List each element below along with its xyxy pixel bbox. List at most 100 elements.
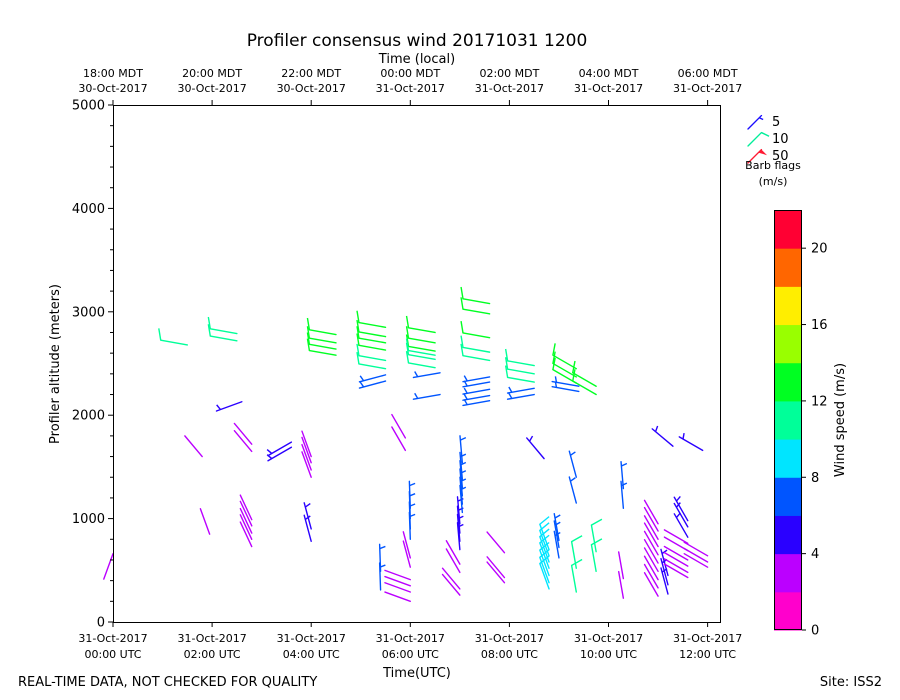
barb-half — [266, 448, 273, 454]
barb-shaft — [683, 547, 709, 563]
barb-shaft — [643, 522, 659, 548]
barb-half — [621, 462, 628, 467]
barb-shaft — [747, 148, 763, 164]
wind-barb — [306, 332, 337, 350]
x-tick-label-date: 31-Oct-2017 — [78, 632, 147, 645]
top-tick-label-time: 22:00 MDT — [281, 67, 341, 80]
top-tick-label-time: 04:00 MDT — [579, 67, 639, 80]
barb-shaft — [539, 549, 550, 577]
barb-half — [661, 549, 668, 555]
barb-shaft — [553, 513, 560, 542]
wind-barb — [506, 392, 535, 400]
barb-legend-label: 5 — [772, 115, 780, 130]
y-tick-label: 3000 — [72, 305, 105, 320]
wind-barb — [663, 563, 689, 579]
barb-shaft — [402, 540, 412, 568]
barb-shaft — [267, 441, 293, 457]
barb-shaft — [539, 556, 550, 584]
barb-shaft — [673, 496, 689, 522]
wind-barb — [506, 386, 535, 394]
top-tick-label-time: 20:00 MDT — [182, 67, 242, 80]
wind-barb — [462, 399, 491, 407]
wind-barb — [412, 392, 441, 400]
barb-shaft — [643, 555, 659, 581]
barb-full — [539, 516, 550, 525]
wind-barb — [301, 436, 312, 464]
barb-shaft — [683, 541, 709, 557]
barb-shaft — [651, 428, 674, 447]
barb-shaft — [570, 564, 578, 593]
x-tick-label-date: 31-Oct-2017 — [475, 632, 544, 645]
colorbar-tick-label: 16 — [811, 318, 828, 333]
wind-barb — [233, 430, 253, 453]
barb-full — [306, 317, 311, 330]
barb-half — [379, 545, 386, 550]
wind-barb — [233, 422, 253, 445]
barb-shaft — [572, 372, 597, 387]
barb-shaft — [209, 335, 238, 342]
wind-barb — [486, 556, 506, 579]
wind-barb — [643, 555, 659, 581]
x-tick-label-time: 04:00 UTC — [283, 648, 340, 661]
wind-barb — [660, 548, 669, 577]
wind-barb — [405, 338, 436, 356]
barb-shaft — [160, 339, 189, 346]
barb-shaft — [358, 337, 387, 344]
barb-half — [460, 437, 467, 441]
barb-shaft — [358, 355, 387, 362]
top-tick-label-time: 02:00 MDT — [479, 67, 539, 80]
barb-shaft — [384, 569, 412, 581]
barb-shaft — [199, 508, 211, 535]
wind-barb — [384, 591, 412, 603]
barb-full — [591, 538, 603, 546]
wind-barb — [643, 530, 659, 556]
wind-barb — [460, 343, 491, 362]
barb-shaft — [301, 451, 312, 478]
barb-shaft — [486, 556, 506, 579]
wind-barb — [663, 529, 689, 545]
barb-half — [414, 371, 419, 378]
barb-shaft — [301, 430, 312, 458]
barb-shaft — [384, 591, 412, 603]
barb-shaft — [506, 393, 535, 400]
barb-shaft — [553, 520, 560, 549]
barb-shaft — [459, 484, 464, 514]
barb-shaft — [239, 514, 253, 540]
wind-barb — [301, 451, 312, 478]
barb-shaft — [303, 502, 312, 530]
barb-legend: 5 10 50 — [747, 114, 789, 164]
plot-area — [103, 286, 709, 603]
barb-full — [306, 332, 311, 345]
barb-half — [554, 376, 558, 383]
wind-barb — [378, 543, 386, 573]
barb-shaft — [358, 344, 387, 351]
top-axis-label: Time (local) — [378, 52, 455, 67]
barb-shaft — [456, 522, 461, 551]
colorbar-segment — [774, 400, 802, 440]
wind-barb — [215, 401, 243, 412]
wind-barb — [266, 441, 293, 457]
wind-barb — [356, 319, 387, 338]
wind-barb — [486, 531, 506, 554]
barb-half — [409, 482, 416, 487]
barb-shaft — [462, 400, 491, 407]
wind-barb — [103, 553, 114, 580]
x-tick-label-time: 00:00 UTC — [84, 648, 141, 661]
wind-barb — [747, 148, 768, 164]
colorbar-tick-label: 8 — [811, 471, 819, 486]
wind-barb — [552, 351, 578, 378]
top-tick-label-date: 31-Oct-2017 — [673, 82, 742, 95]
barb-full — [571, 535, 583, 543]
colorbar-segment — [774, 248, 802, 287]
colorbar-segment — [774, 286, 802, 326]
x-tick-label-date: 31-Oct-2017 — [574, 632, 643, 645]
barb-shaft — [391, 426, 407, 452]
barb-shaft — [539, 535, 550, 563]
wind-barb — [356, 333, 387, 351]
wind-barb — [590, 538, 603, 573]
wind-barb — [441, 573, 461, 596]
colorbar: 0 4 8 12 16 20 — [774, 210, 828, 639]
wind-barb — [356, 343, 387, 362]
wind-barb — [663, 551, 689, 567]
wind-barb — [358, 380, 387, 389]
